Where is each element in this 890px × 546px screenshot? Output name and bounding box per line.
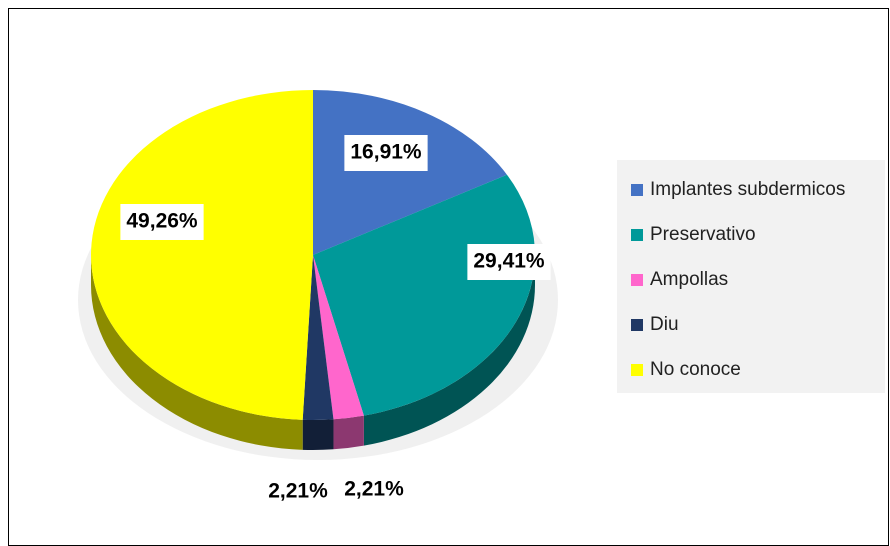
data-label: 49,26% [126, 210, 198, 233]
legend-label: Diu [650, 314, 679, 335]
slice [313, 255, 364, 420]
legend-label: Ampollas [650, 269, 728, 290]
legend-swatch [631, 319, 643, 331]
legend-swatch [631, 364, 643, 376]
data-label-bg [262, 474, 334, 510]
legend-label: No conoce [650, 359, 741, 380]
data-label: 16,91% [350, 141, 422, 164]
slice [302, 255, 334, 420]
legend-label: Implantes subdermicos [650, 179, 845, 200]
slice [313, 174, 535, 416]
legend-swatch [631, 274, 643, 286]
data-label: 2,21% [344, 478, 404, 501]
slice-side [333, 415, 364, 450]
data-label: 2,21% [268, 480, 328, 503]
legend-label: Preservativo [650, 224, 756, 245]
slice-side [302, 419, 334, 450]
slice-side [363, 255, 535, 446]
legend-box [617, 160, 885, 393]
data-label-bg [120, 204, 204, 240]
slice [313, 90, 507, 255]
legend-swatch [631, 184, 643, 196]
slice [90, 90, 313, 420]
data-label-bg [467, 244, 551, 280]
data-label-bg [338, 472, 410, 508]
data-label: 29,41% [473, 250, 545, 273]
data-label-bg [344, 135, 428, 171]
slice-side [91, 255, 303, 450]
legend-swatch [631, 229, 643, 241]
